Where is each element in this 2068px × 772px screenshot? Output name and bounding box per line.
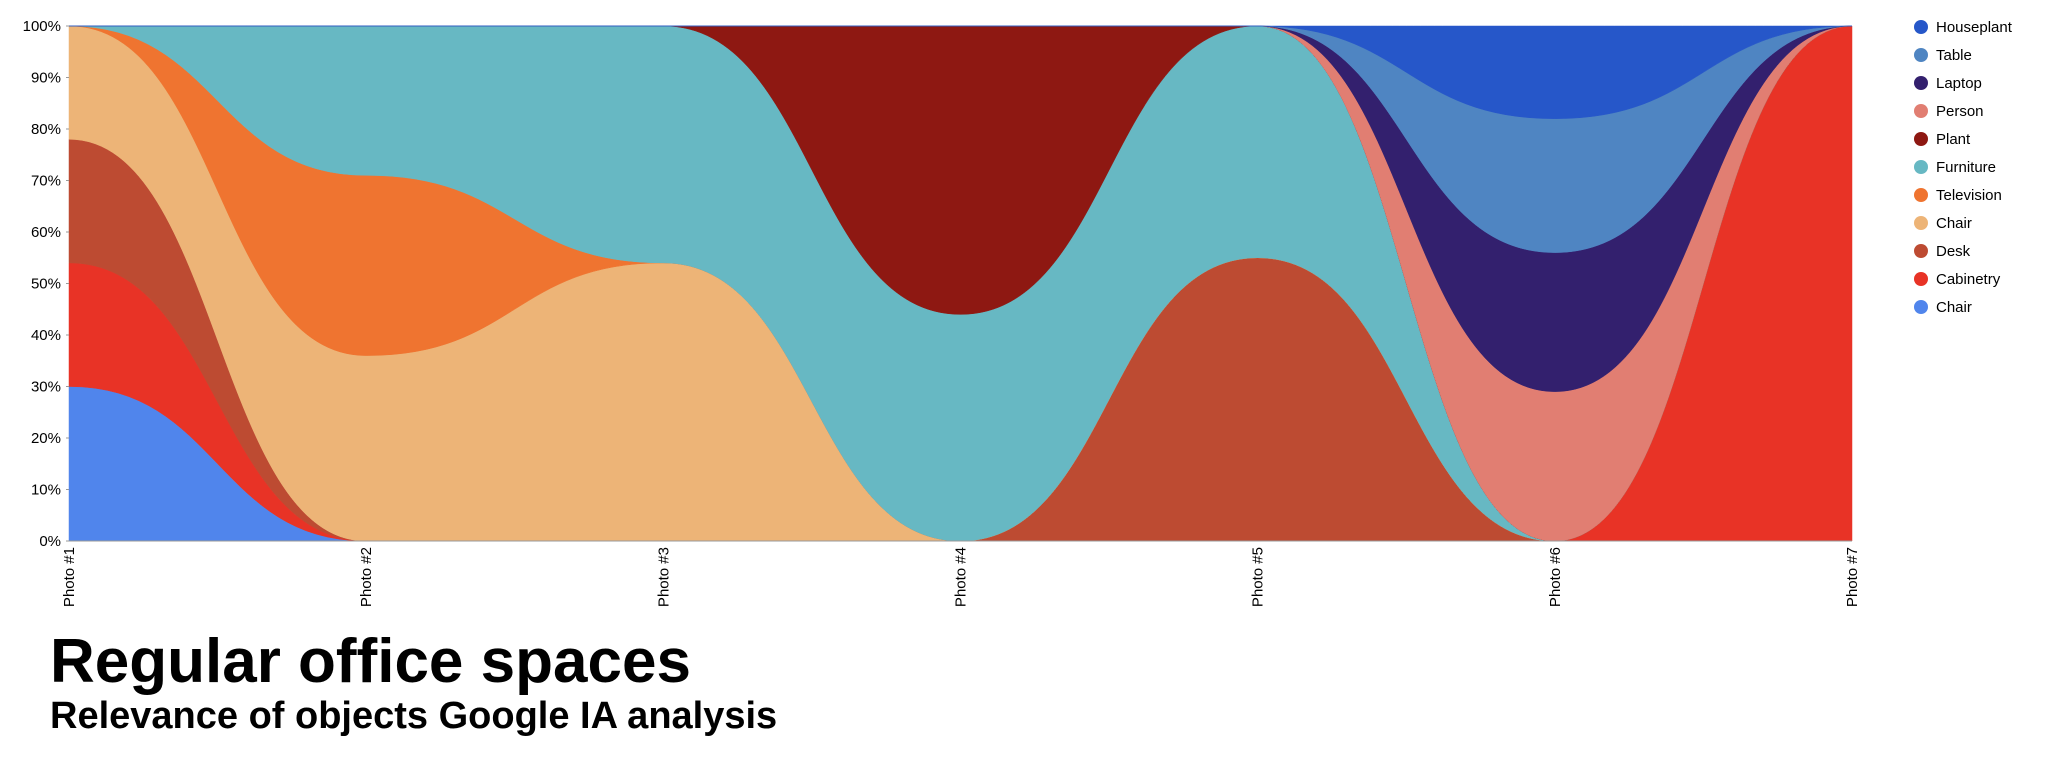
legend-marker bbox=[1914, 132, 1928, 146]
legend-marker bbox=[1914, 244, 1928, 258]
legend-label: Table bbox=[1936, 47, 1972, 64]
y-tick-label: 50% bbox=[31, 276, 61, 293]
legend-marker bbox=[1914, 20, 1928, 34]
legend-marker bbox=[1914, 48, 1928, 62]
legend-marker bbox=[1914, 272, 1928, 286]
legend-marker bbox=[1914, 76, 1928, 90]
legend-marker bbox=[1914, 188, 1928, 202]
y-tick-label: 30% bbox=[31, 379, 61, 396]
legend-label: Television bbox=[1936, 187, 2002, 204]
legend-label: Person bbox=[1936, 103, 1984, 120]
legend-label: Cabinetry bbox=[1936, 271, 2001, 288]
y-tick-label: 90% bbox=[31, 70, 61, 87]
area bbox=[69, 25, 1853, 119]
y-tick-label: 10% bbox=[31, 482, 61, 499]
x-tick-label: Photo #6 bbox=[1547, 547, 1564, 607]
x-tick-label: Photo #5 bbox=[1250, 547, 1267, 607]
legend-marker bbox=[1914, 216, 1928, 230]
y-tick-label: 70% bbox=[31, 173, 61, 190]
legend-label: Laptop bbox=[1936, 75, 1982, 92]
x-tick-label: Photo #7 bbox=[1844, 547, 1861, 607]
x-tick-label: Photo #1 bbox=[61, 547, 78, 607]
x-tick-label: Photo #4 bbox=[953, 547, 970, 607]
legend-marker bbox=[1914, 300, 1928, 314]
y-tick-label: 0% bbox=[39, 533, 61, 550]
legend-marker bbox=[1914, 104, 1928, 118]
legend-label: Plant bbox=[1936, 131, 1971, 148]
y-tick-label: 80% bbox=[31, 121, 61, 138]
y-tick-label: 20% bbox=[31, 430, 61, 447]
legend-label: Furniture bbox=[1936, 159, 1996, 176]
chart-title: Regular office spaces bbox=[50, 627, 691, 696]
legend-label: Houseplant bbox=[1936, 19, 2013, 36]
legend-marker bbox=[1914, 160, 1928, 174]
x-tick-label: Photo #3 bbox=[655, 547, 672, 607]
y-tick-label: 60% bbox=[31, 224, 61, 241]
legend-label: Chair bbox=[1936, 299, 1972, 316]
chart-subtitle: Relevance of objects Google IA analysis bbox=[50, 695, 777, 737]
y-tick-label: 100% bbox=[23, 18, 61, 35]
y-tick-label: 40% bbox=[31, 327, 61, 344]
x-tick-label: Photo #2 bbox=[358, 547, 375, 607]
legend-label: Desk bbox=[1936, 243, 1971, 260]
legend-label: Chair bbox=[1936, 215, 1972, 232]
